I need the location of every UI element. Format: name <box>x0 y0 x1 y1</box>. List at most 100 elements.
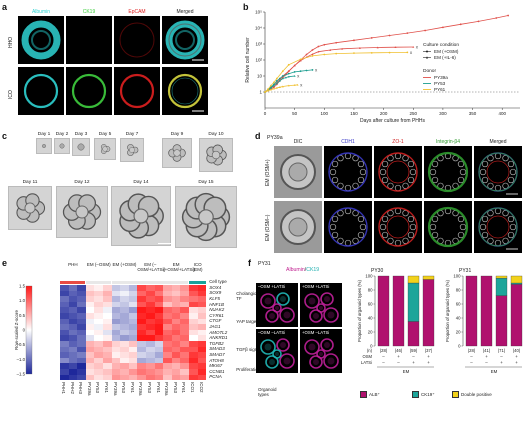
x-tick-label: 250 <box>409 111 417 116</box>
cell-type-label: Cell type <box>209 279 227 284</box>
heatmap-cell <box>146 285 155 291</box>
sample-label: ICO2 <box>198 382 204 393</box>
stain-legend: Albumin/CK19 <box>286 267 319 273</box>
heatmap-cell <box>137 357 146 364</box>
heatmap-cell <box>68 374 78 381</box>
panel-d-image-drawing <box>378 152 418 192</box>
heatmap-cell <box>197 296 207 302</box>
heatmap-cell <box>77 357 86 364</box>
heatmap-cell <box>120 346 129 353</box>
data-point <box>293 84 296 86</box>
heatmap-cell <box>154 318 164 325</box>
panel-f-image-drawing <box>304 338 339 369</box>
heatmap-cell <box>94 307 103 313</box>
heatmap-cell <box>146 301 155 308</box>
data-point <box>287 75 290 78</box>
organoid-drawing <box>77 143 85 151</box>
data-point <box>311 49 314 51</box>
heatmap-cell <box>171 301 181 308</box>
heatmap-cell <box>163 335 172 341</box>
heatmap-cell <box>111 341 121 347</box>
panel-a-col-header: Albumin <box>31 9 51 15</box>
panel-a-row-label: HHO <box>8 36 14 48</box>
latsi-sign: – <box>382 360 385 365</box>
heatmap-cell <box>111 324 121 330</box>
heatmap-cell <box>128 318 138 325</box>
heatmap-cell <box>197 307 207 313</box>
y-tick-label: 80 <box>456 288 461 293</box>
heatmap-cell <box>68 357 78 364</box>
osm-sign: – <box>470 354 473 359</box>
heatmap-cell <box>60 313 69 319</box>
heatmap-cell <box>94 285 103 291</box>
data-point <box>459 23 462 26</box>
heatmap-cell <box>111 313 121 319</box>
data-point <box>266 89 269 92</box>
heatmap-cell <box>171 290 181 297</box>
sample-label: PY53 <box>95 382 101 394</box>
heatmap-cell <box>171 296 181 302</box>
heatmap-cell <box>120 329 129 336</box>
heatmap-cell <box>197 318 207 325</box>
gene-label: CCNB1 <box>209 368 225 374</box>
heatmap-cell <box>60 369 69 375</box>
panel-d-image-drawing <box>478 152 518 195</box>
heatmap-cell <box>189 290 198 297</box>
legend-donor-title: Donor <box>423 68 436 74</box>
heatmap-cell <box>120 290 129 297</box>
organoid-drawing <box>168 144 186 162</box>
panel-a-image <box>114 16 160 64</box>
sample-label: PY61 <box>104 382 109 394</box>
heatmap-cell <box>146 290 155 297</box>
group-header: EM (–OSM/+LATSi) <box>137 262 165 272</box>
heatmap-cell <box>137 324 146 330</box>
heatmap-cell <box>68 313 78 319</box>
heatmap-cell <box>94 329 103 336</box>
heatmap-cell <box>94 324 103 330</box>
osm-sign: – <box>500 354 503 359</box>
y-tick-label: 40 <box>368 316 373 321</box>
heatmap-cell <box>163 313 172 319</box>
heatmap-cell <box>120 335 129 341</box>
heatmap-cell <box>163 341 172 347</box>
x-tick-label: 300 <box>439 111 447 116</box>
heatmap-cell <box>68 285 78 291</box>
heatmap-cell <box>128 357 138 364</box>
heatmap-cell <box>154 335 164 341</box>
latsi-sign: – <box>470 360 473 365</box>
legend-condition-label: EM (+OSM) <box>434 49 459 54</box>
gene-group-label: Cholangio-cyte TF <box>236 291 267 302</box>
sample-label: PHH3 <box>78 382 84 395</box>
data-point <box>287 63 290 66</box>
panel-d-image-drawing <box>280 209 316 245</box>
colorbar-tick-label: 1.5 <box>19 284 26 289</box>
bar-segment <box>495 295 508 347</box>
heatmap-cell <box>120 318 129 325</box>
organoid-drawing <box>16 193 46 223</box>
bar-segment <box>422 275 435 280</box>
heatmap-cell <box>68 307 78 313</box>
data-point <box>293 64 296 67</box>
heatmap-cell <box>111 318 121 325</box>
data-point <box>299 58 302 61</box>
y-tick-label: 0 <box>458 344 461 349</box>
condition-label: –OSM +LATSi <box>258 284 286 289</box>
data-point <box>275 86 278 89</box>
heatmap-cell <box>85 341 95 347</box>
data-point <box>278 86 281 88</box>
data-point <box>412 45 415 48</box>
sample-label: PY53 <box>147 382 152 394</box>
heatmap-cell <box>146 335 155 341</box>
cell-type-bar <box>111 281 137 284</box>
heatmap-cell <box>103 296 112 302</box>
organoid-brightfield <box>94 138 116 160</box>
heatmap-cell <box>128 335 138 341</box>
gene-label: ATOH8 <box>209 357 224 363</box>
bar-segment <box>510 275 523 284</box>
heatmap-cell <box>180 285 189 291</box>
heatmap-cell <box>111 307 121 313</box>
panel-d-image <box>374 146 422 198</box>
data-point <box>442 26 444 29</box>
heatmap-cell <box>94 290 103 297</box>
